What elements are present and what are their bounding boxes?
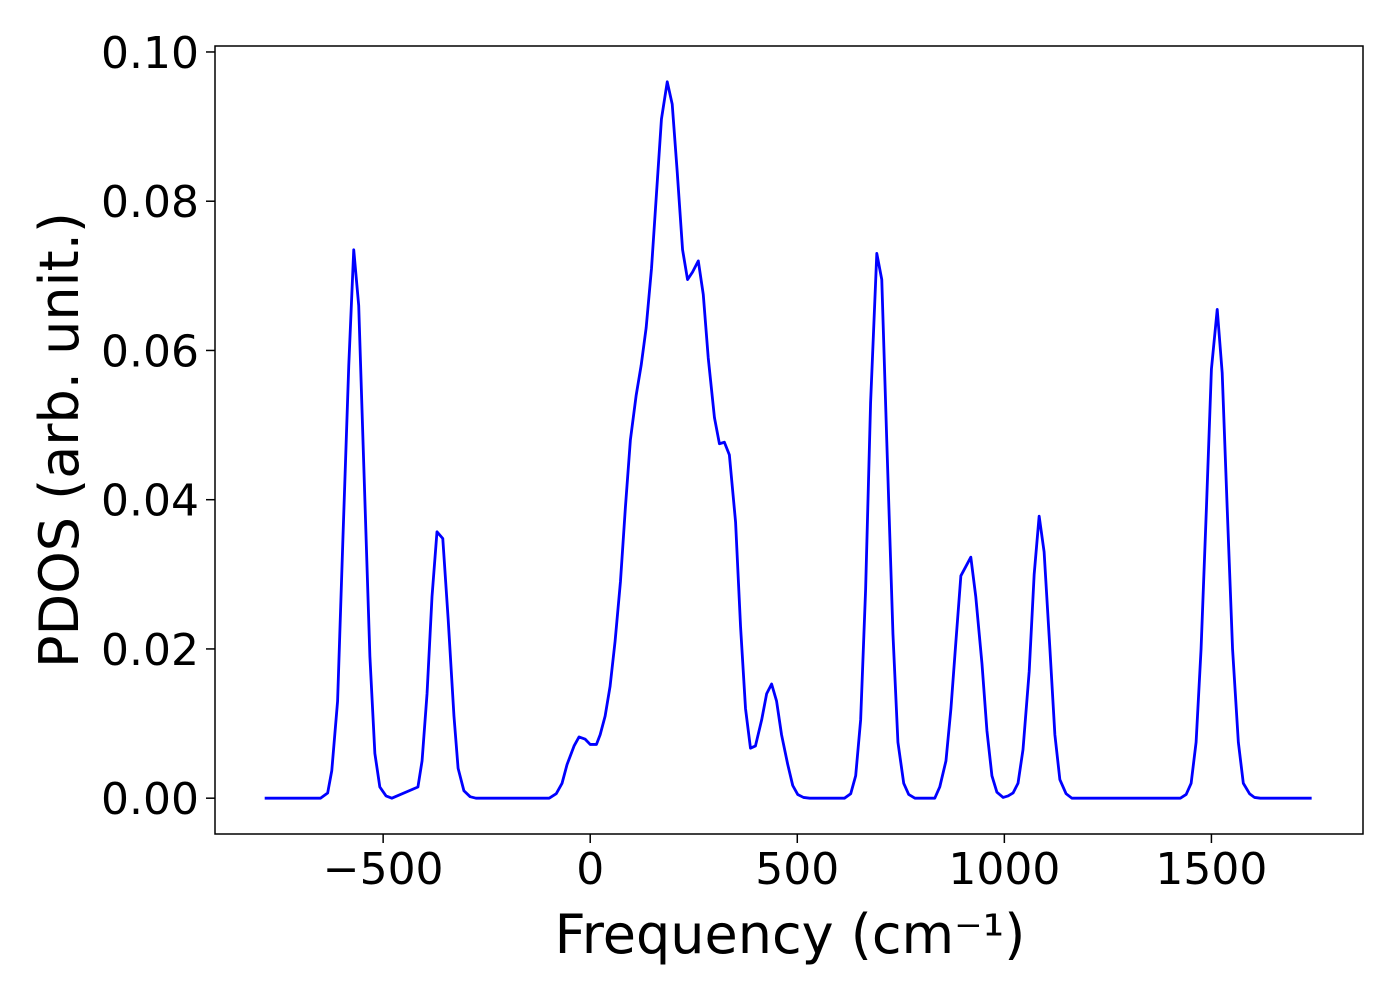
y-tick-label: 0.04 xyxy=(101,476,199,527)
y-tick-label: 0.02 xyxy=(101,625,199,676)
x-tick-label: 1500 xyxy=(1155,844,1267,895)
plot-frame xyxy=(214,45,1364,835)
x-tick-label: 1000 xyxy=(948,844,1060,895)
y-tick-label: 0.10 xyxy=(101,28,199,79)
y-tick-label: 0.00 xyxy=(101,774,199,825)
x-tick-label: 500 xyxy=(755,844,839,895)
y-axis-label: PDOS (arb. unit.) xyxy=(28,212,91,668)
x-tick-label: 0 xyxy=(576,844,604,895)
y-tick-label: 0.06 xyxy=(101,326,199,377)
x-tick-label: −500 xyxy=(323,844,444,895)
y-tick-label: 0.08 xyxy=(101,177,199,228)
x-axis-label: Frequency (cm⁻¹) xyxy=(555,903,1026,966)
data-line xyxy=(264,80,1312,800)
